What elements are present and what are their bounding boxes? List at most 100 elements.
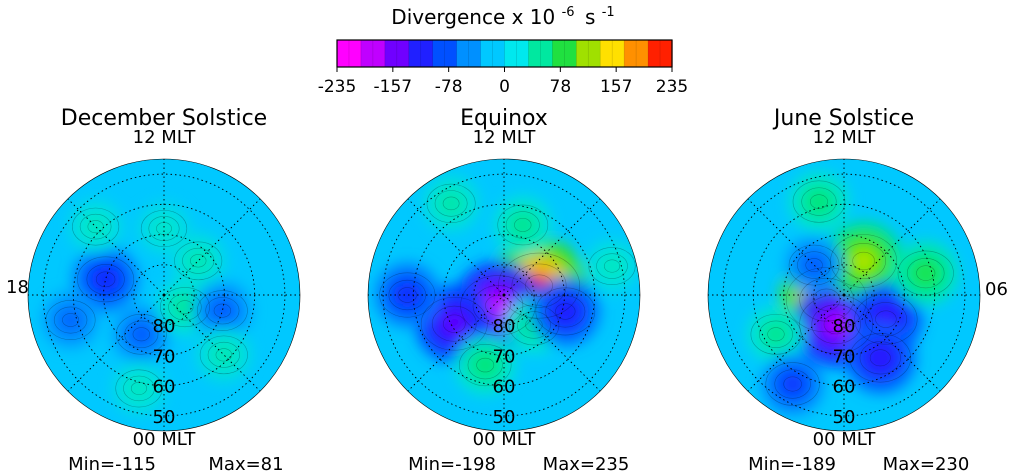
panel-min-value: Min=-189 xyxy=(748,454,836,475)
mlt-label-12: 12 MLT xyxy=(473,127,537,148)
contour-line xyxy=(797,251,832,279)
contour-line xyxy=(79,213,112,240)
divergence-peak xyxy=(869,347,891,369)
contour-line xyxy=(916,265,936,281)
mlt-meridian xyxy=(67,198,165,296)
latitude-circle xyxy=(103,234,225,356)
contour-line xyxy=(215,348,233,362)
contour-line xyxy=(830,234,898,288)
contour-line xyxy=(87,220,104,234)
latitude-label: 50 xyxy=(493,407,516,428)
latitude-label: 60 xyxy=(153,377,176,398)
mlt-label-00: 00 MLT xyxy=(813,429,877,450)
contour-line xyxy=(498,252,581,319)
colorbar-swatch xyxy=(360,40,386,67)
colorbar-swatch xyxy=(480,40,506,67)
panel-title: June Solstice xyxy=(772,106,914,131)
colorbar-tick-label: 157 xyxy=(600,77,632,97)
polar-map xyxy=(368,159,640,431)
contour-line xyxy=(783,376,802,392)
contour-line xyxy=(72,207,120,246)
contour-line xyxy=(115,313,167,355)
colorbar-swatch xyxy=(337,40,362,67)
divergence-peak xyxy=(213,302,231,320)
divergence-peak xyxy=(190,252,207,269)
colorbar-swatch xyxy=(504,40,530,67)
latitude-label: 70 xyxy=(493,346,516,367)
contour-line xyxy=(176,300,194,314)
divergence-peak xyxy=(852,249,875,273)
contour-line xyxy=(460,275,536,336)
colorbar-swatch xyxy=(384,40,410,67)
contour-line xyxy=(207,341,240,368)
contour-line xyxy=(160,287,210,328)
colorbar-swatch xyxy=(576,40,601,67)
contour-line xyxy=(810,194,828,209)
contour-line xyxy=(205,296,240,325)
divergence-peak xyxy=(916,263,936,283)
mlt-label-00: 00 MLT xyxy=(133,429,197,450)
mlt-meridian xyxy=(747,198,845,296)
colorbar-swatch xyxy=(600,40,625,67)
contour-line xyxy=(511,263,567,308)
latitude-label: 60 xyxy=(833,377,856,398)
polar-map xyxy=(708,159,980,431)
contour-line xyxy=(514,217,532,232)
contour-line xyxy=(596,253,628,279)
colorbar-swatch xyxy=(552,40,577,67)
contour-line xyxy=(431,305,477,342)
contour-line xyxy=(859,341,901,375)
colorbar-swatch xyxy=(624,40,649,67)
latitude-circle xyxy=(783,234,905,356)
map-rim xyxy=(27,158,301,432)
contour-line xyxy=(115,369,163,408)
contour-line xyxy=(854,293,918,345)
contour-line xyxy=(505,211,540,239)
latitude-label: 80 xyxy=(153,316,176,337)
contour-line xyxy=(174,241,223,281)
divergence-peak xyxy=(767,325,785,343)
contour-line xyxy=(788,244,840,286)
colorbar-swatch xyxy=(528,40,553,67)
mlt-meridian xyxy=(163,198,261,296)
colorbar-title: Divergence x 10 -6 s -1 xyxy=(391,0,614,29)
mlt-label-12: 12 MLT xyxy=(813,127,877,148)
colorbar-swatch xyxy=(408,40,434,67)
latitude-circle xyxy=(813,264,875,326)
mlt-meridian xyxy=(407,198,505,296)
contour-line xyxy=(476,357,495,373)
divergence-peak xyxy=(95,269,116,290)
panel-max-value: Max=235 xyxy=(543,454,630,475)
contour-line xyxy=(53,306,88,334)
mlt-label-12: 12 MLT xyxy=(133,127,197,148)
contour-line xyxy=(792,180,846,223)
latitude-label: 80 xyxy=(493,316,516,337)
contour-line xyxy=(841,243,887,279)
contour-line xyxy=(765,362,820,406)
contour-line xyxy=(767,327,785,342)
latitude-label: 60 xyxy=(493,377,516,398)
latitude-label: 50 xyxy=(833,407,856,428)
colorbar-tick-label: -78 xyxy=(435,77,463,97)
contour-line xyxy=(497,204,549,246)
contour-line xyxy=(197,290,248,331)
colorbar-swatch xyxy=(432,40,458,67)
contour-line xyxy=(442,196,460,211)
panel-min-value: Min=-115 xyxy=(68,454,156,475)
colorbar-tick-label: 78 xyxy=(550,77,572,97)
polar-map xyxy=(28,159,300,431)
panel-max-value: Max=81 xyxy=(208,454,283,475)
contour-line xyxy=(124,320,159,348)
colorbar-ticks: -235 -157 -78 0 78 157 235 xyxy=(318,67,688,97)
colorbar-tick-label: 235 xyxy=(656,77,688,97)
panel-title: December Solstice xyxy=(61,106,267,131)
panel-max-value: Max=230 xyxy=(883,454,970,475)
contour-line xyxy=(426,183,476,224)
divergence-peak xyxy=(156,220,172,237)
contour-line xyxy=(123,375,155,402)
contour-line xyxy=(516,311,551,339)
contour-line xyxy=(758,320,793,348)
divergence-peak xyxy=(485,292,511,319)
